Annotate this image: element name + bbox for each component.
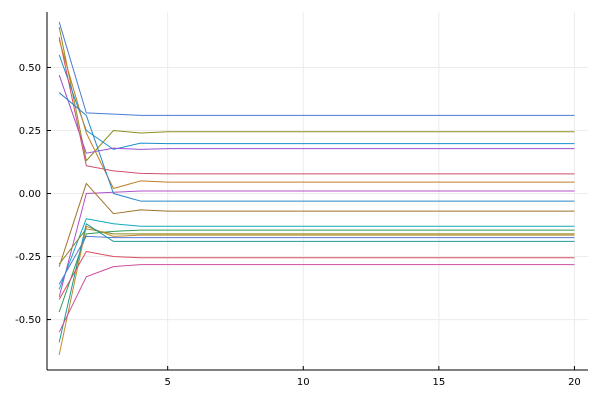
series-line-13	[58, 225, 575, 355]
series-line-16	[58, 251, 575, 300]
series-line-3	[58, 54, 575, 150]
x-tick-label: 15	[432, 377, 445, 388]
series-line-12	[58, 228, 575, 265]
x-tick-label: 10	[297, 377, 310, 388]
x-tick-label: 20	[568, 377, 581, 388]
series-line-11	[58, 229, 575, 313]
y-tick-label: -0.25	[15, 252, 41, 263]
series-line-9	[58, 182, 575, 267]
series-line-10	[58, 218, 575, 290]
axes	[46, 12, 588, 371]
series-line-7	[58, 190, 575, 298]
series-line-1	[58, 21, 575, 116]
series-line-5	[58, 37, 575, 175]
series-lines	[58, 21, 575, 355]
x-tick-label: 5	[164, 377, 170, 388]
tick-labels: -0.50 -0.25 0.00 0.25 0.50 5 10 15 20	[15, 63, 581, 388]
series-line-17	[58, 264, 575, 333]
series-line-15	[58, 223, 575, 343]
series-line-4	[58, 74, 575, 154]
y-tick-label: 0.25	[19, 126, 41, 137]
y-tick-label: 0.50	[19, 63, 41, 74]
y-tick-label: 0.00	[19, 189, 41, 200]
series-line-2	[58, 27, 575, 162]
series-line-8	[58, 92, 575, 202]
series-line-6	[58, 39, 575, 189]
y-tick-label: -0.50	[15, 315, 41, 326]
series-line-14	[58, 235, 575, 285]
